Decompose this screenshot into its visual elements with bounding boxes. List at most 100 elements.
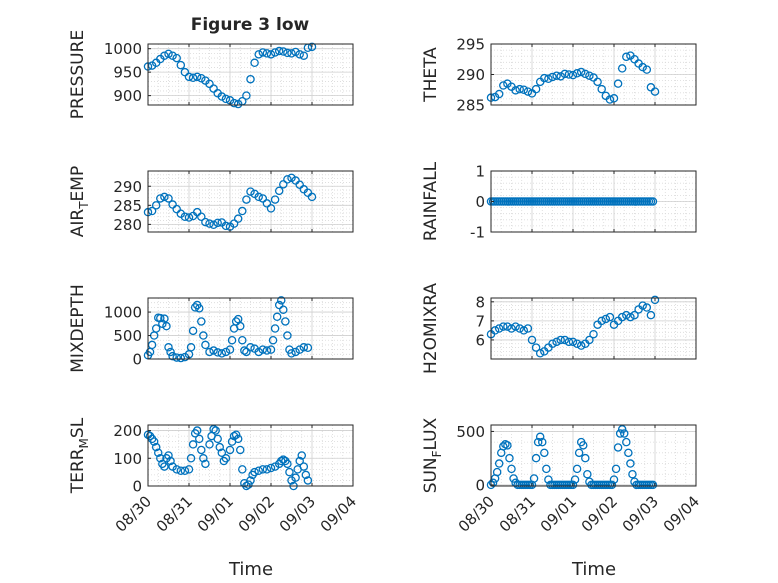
data-point xyxy=(156,313,165,323)
y-axis-label-rest: EMP xyxy=(68,166,88,202)
data-point xyxy=(242,195,251,204)
data-point xyxy=(287,349,296,358)
y-axis-label: THETA xyxy=(421,47,441,103)
data-point xyxy=(246,74,255,84)
data-point xyxy=(572,339,582,348)
data-point xyxy=(211,426,220,435)
data-point xyxy=(160,462,169,471)
data-point xyxy=(166,347,175,357)
data-point xyxy=(184,72,194,82)
data-point xyxy=(176,353,186,363)
data-point xyxy=(254,347,263,357)
y-tick-label: 8 xyxy=(475,293,485,311)
data-point xyxy=(209,220,218,230)
data-point xyxy=(221,454,231,463)
data-point xyxy=(523,87,533,96)
data-point xyxy=(217,349,227,358)
data-point xyxy=(246,476,255,485)
data-point xyxy=(529,474,539,483)
data-point xyxy=(544,74,553,84)
y-tick-label: 295 xyxy=(456,36,485,54)
data-point xyxy=(160,192,169,202)
y-axis-label-main: TERR xyxy=(68,448,88,494)
data-point xyxy=(283,48,292,58)
x-axis-label-left: Time xyxy=(228,559,273,580)
data-point xyxy=(291,473,300,482)
axes-box xyxy=(147,43,354,106)
subplot-4: -1 0 1 RAINFALL xyxy=(421,161,697,242)
data-point xyxy=(605,95,615,104)
data-point xyxy=(168,51,177,60)
data-point xyxy=(201,459,210,469)
data-point xyxy=(215,442,224,452)
data-series xyxy=(143,173,317,231)
y-axis-label-subscript: T xyxy=(77,201,91,210)
data-point xyxy=(235,321,245,331)
minor-grid xyxy=(491,297,696,360)
data-point xyxy=(172,465,181,474)
data-point xyxy=(188,326,198,336)
x-tick-label: 09/04 xyxy=(660,492,703,535)
data-point xyxy=(180,212,190,221)
data-point xyxy=(638,62,647,72)
data-point xyxy=(283,175,292,184)
data-point xyxy=(303,343,313,352)
data-point xyxy=(242,91,251,100)
y-tick-label: 200 xyxy=(113,422,142,440)
data-point xyxy=(186,454,196,463)
data-point xyxy=(233,214,243,223)
x-tick-label: 09/03 xyxy=(276,492,319,535)
data-point xyxy=(648,197,658,206)
data-point xyxy=(270,324,280,333)
data-point xyxy=(523,324,533,333)
data-point xyxy=(607,480,617,490)
data-point xyxy=(276,296,286,305)
data-point xyxy=(515,84,524,94)
data-point xyxy=(581,453,590,463)
data-point xyxy=(568,337,578,347)
data-point xyxy=(244,480,253,489)
data-point xyxy=(258,345,268,354)
data-point xyxy=(579,441,588,450)
data-point xyxy=(160,51,169,60)
data-point xyxy=(266,204,276,213)
data-point xyxy=(511,86,520,95)
y-tick-label: 285 xyxy=(456,97,485,115)
data-point xyxy=(597,316,606,326)
data-point xyxy=(164,343,173,352)
y-tick-label: 500 xyxy=(456,423,485,441)
data-point xyxy=(548,72,557,82)
data-point xyxy=(186,343,196,352)
data-point xyxy=(156,194,165,203)
data-point xyxy=(552,337,561,347)
data-point xyxy=(585,71,594,80)
x-tick-label: 09/01 xyxy=(537,492,580,535)
data-point xyxy=(164,194,173,203)
data-point xyxy=(287,49,296,58)
minor-grid xyxy=(491,425,696,486)
x-tick-label: 09/02 xyxy=(578,492,621,535)
y-axis-label: H2OMIXRA xyxy=(421,283,441,374)
data-point xyxy=(535,349,545,358)
y-axis-label: PRESSURE xyxy=(68,30,88,119)
data-point xyxy=(205,219,214,228)
data-point xyxy=(548,339,557,348)
data-point xyxy=(295,456,304,466)
data-point xyxy=(531,84,541,94)
x-tick-label: 09/02 xyxy=(235,492,278,535)
data-point xyxy=(258,465,268,474)
data-point xyxy=(281,317,290,326)
data-point xyxy=(507,324,516,333)
data-point xyxy=(160,314,169,323)
data-point xyxy=(576,67,586,77)
data-point xyxy=(246,343,255,352)
data-point xyxy=(509,474,518,483)
data-point xyxy=(221,221,231,231)
data-point xyxy=(194,304,204,313)
data-point xyxy=(285,467,294,477)
data-point xyxy=(172,53,181,63)
data-point xyxy=(646,310,656,320)
x-tick-label: 08/30 xyxy=(112,492,155,535)
data-point xyxy=(613,443,623,452)
